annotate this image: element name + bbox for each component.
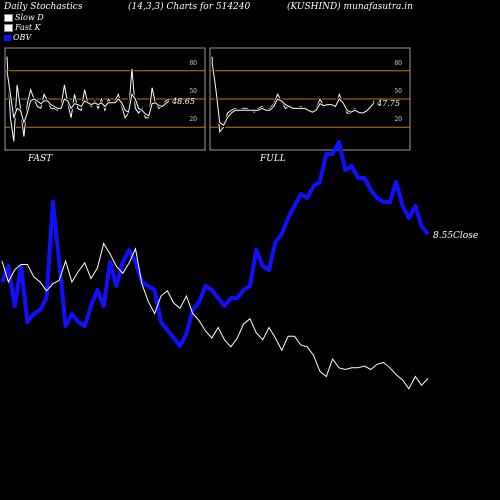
panel-title: FAST <box>27 154 53 164</box>
y-tick-label: 20 <box>189 116 197 123</box>
y-tick-label: 20 <box>394 116 402 123</box>
legend-item-slow-d: Slow D <box>4 13 44 22</box>
legend-item-obv: OBV <box>4 33 31 42</box>
last-value-label: 48.65 <box>171 97 195 106</box>
y-tick-label: 80 <box>189 60 197 67</box>
chart-header-right: (KUSHIND) munafasutra.in <box>287 2 413 12</box>
stoch-panel-full: 80 50 20 47.75 FULL <box>209 47 411 164</box>
legend-item-fast-k: Fast K <box>4 23 41 32</box>
chart-header-left: Daily Stochastics <box>4 2 83 12</box>
legend-label: OBV <box>13 33 32 42</box>
close-suffix: Close <box>453 231 478 241</box>
series-line-slow-d <box>211 61 375 127</box>
stoch-panel-fast: 80 50 20 48.65 FAST <box>4 47 206 164</box>
panel-title: FULL <box>259 154 286 164</box>
price-line <box>1 242 429 390</box>
legend-label: Fast K <box>15 23 41 32</box>
chart-header-mid: (14,3,3) Charts for 514240 <box>128 2 251 12</box>
legend-label: Slow D <box>15 13 44 22</box>
last-value-label: 47.75 <box>376 99 400 108</box>
main-price-panel: 8.55Close <box>0 140 478 390</box>
legend-swatch-icon <box>4 24 13 32</box>
close-label: 8.55Close <box>433 231 478 241</box>
y-tick-label: 50 <box>189 88 197 95</box>
y-tick-label: 80 <box>394 60 402 67</box>
y-tick-label: 50 <box>394 88 402 95</box>
obv-line <box>0 140 430 348</box>
series-line-slow-d <box>6 70 170 125</box>
legend-swatch-icon <box>4 35 11 41</box>
close-value: 8.55 <box>433 231 453 241</box>
legend-swatch-icon <box>4 14 13 22</box>
